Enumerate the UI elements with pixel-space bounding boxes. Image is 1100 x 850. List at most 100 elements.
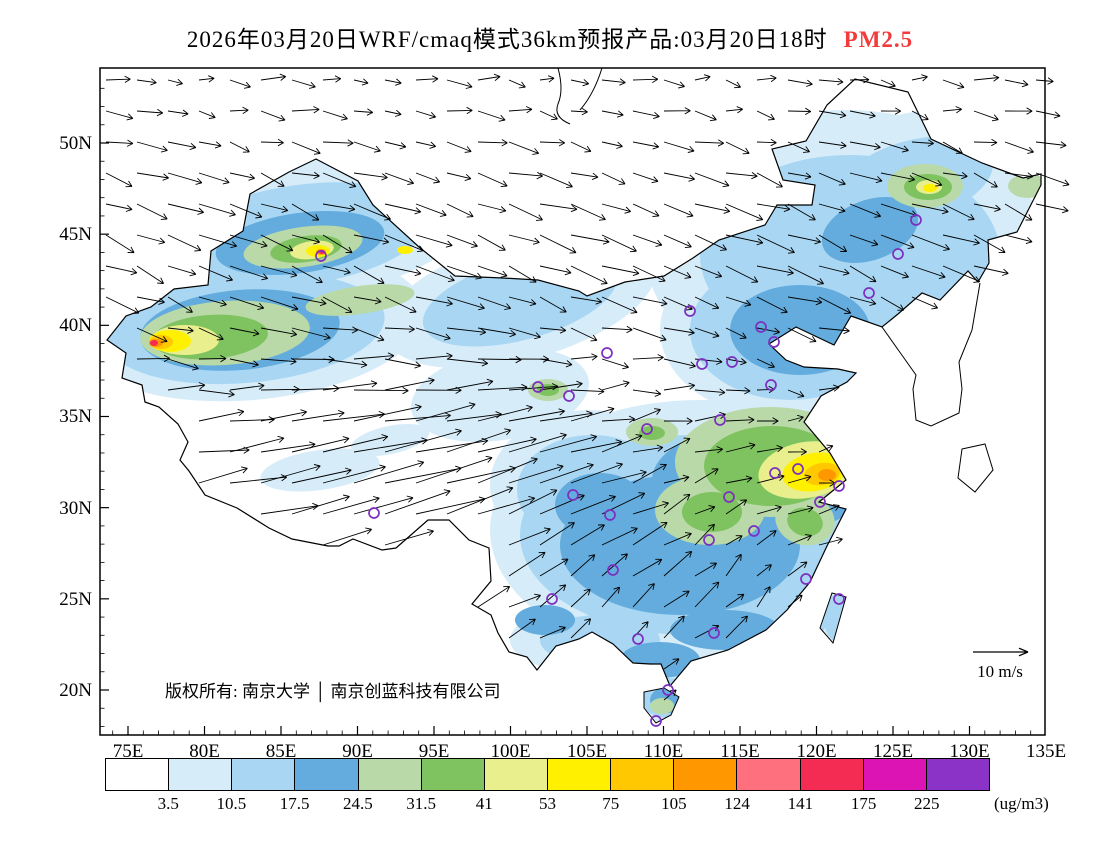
wind-arrow xyxy=(353,387,409,395)
x-tick-label: 110E xyxy=(644,741,683,762)
wind-arrow xyxy=(508,593,541,608)
x-tick-label: 75E xyxy=(113,741,144,762)
wind-arrow xyxy=(539,380,583,391)
wind-arrow xyxy=(446,141,472,153)
wind-arrow xyxy=(911,203,949,215)
wind-arrow xyxy=(570,588,591,608)
wind-arrow xyxy=(260,357,297,365)
wind-arrow xyxy=(849,172,883,184)
city-marker xyxy=(833,480,845,492)
wind-arrow xyxy=(973,110,999,122)
x-tick-label: 90E xyxy=(342,741,373,762)
wind-arrow xyxy=(787,203,816,221)
wind-arrow xyxy=(539,172,573,189)
wind-arrow xyxy=(539,75,555,83)
wind-arrow xyxy=(477,110,506,122)
wind-arrow xyxy=(508,296,537,307)
wind-arrow xyxy=(136,203,168,220)
wind-arrow xyxy=(694,234,727,251)
wind-arrow xyxy=(477,495,536,515)
wind-arrow xyxy=(446,378,494,391)
wind-arrow xyxy=(570,108,588,116)
wind-arrow xyxy=(694,172,730,188)
wind-arrow xyxy=(694,388,726,396)
wind-arrow xyxy=(260,296,299,311)
wind-arrow xyxy=(229,79,251,89)
wind-arrow xyxy=(942,265,981,283)
wind-arrow xyxy=(601,296,638,314)
wind-arrow xyxy=(725,615,748,639)
wind-arrow xyxy=(818,384,840,392)
wind-arrow xyxy=(632,110,660,120)
wind-arrow xyxy=(570,265,608,285)
wind-arrow xyxy=(477,327,516,338)
wind-arrow xyxy=(787,107,812,115)
wind-arrow xyxy=(384,528,434,546)
wind-arrow xyxy=(353,141,381,153)
wind-arrow xyxy=(322,296,353,314)
wind-arrow xyxy=(508,464,564,484)
wind-arrow xyxy=(198,172,230,185)
wind-arrow xyxy=(1004,107,1033,115)
wind-arrow xyxy=(508,551,546,577)
y-axis-labels: 50N 45N 40N 35N 30N 25N 20N xyxy=(59,133,92,701)
wind-arrow xyxy=(942,234,980,246)
colorbar-cell-13 xyxy=(926,759,989,790)
wind-arrow xyxy=(353,495,414,515)
wind-arrow xyxy=(198,296,227,307)
wind-arrow xyxy=(105,296,140,314)
colorbar-tick-label: 41 xyxy=(475,794,493,813)
city-marker xyxy=(863,287,875,299)
colorbar-cell-7 xyxy=(547,759,612,790)
wind-arrow xyxy=(136,327,168,343)
wind-arrow xyxy=(260,464,321,484)
city-marker xyxy=(563,390,575,402)
wind-arrow xyxy=(415,437,489,453)
wind-arrow xyxy=(570,618,592,639)
wind-arrow xyxy=(167,172,203,185)
wind-arrow xyxy=(756,586,771,608)
pm25-contour-blob xyxy=(787,507,823,537)
wind-arrow xyxy=(632,389,662,397)
wind-arrow xyxy=(632,444,664,453)
wind-arrow xyxy=(105,139,134,147)
wind-arrow xyxy=(415,110,437,119)
wind-arrow xyxy=(632,75,659,83)
wind-arrow xyxy=(136,108,164,117)
pm25-contour-blob xyxy=(602,545,672,595)
wind-arrow xyxy=(105,234,135,254)
wind-arrow xyxy=(725,416,755,424)
wind-arrow xyxy=(384,377,435,391)
wind-arrow xyxy=(446,428,512,453)
wind-arrow xyxy=(446,203,474,218)
colorbar-cell-12 xyxy=(863,759,927,790)
wind-arrow xyxy=(601,78,626,86)
wind-arrow xyxy=(415,296,453,307)
city-markers xyxy=(315,214,922,727)
wind-arrow xyxy=(632,558,663,577)
wind-arrow xyxy=(260,234,294,252)
pm25-contour-blob xyxy=(821,197,919,263)
wind-arrow xyxy=(756,138,777,147)
wind-arrow xyxy=(384,265,422,277)
wind-arrow xyxy=(632,501,669,515)
wind-arrow xyxy=(260,73,287,81)
wind-arrow xyxy=(570,387,605,395)
wind-arrow xyxy=(942,172,968,180)
wind-arrow xyxy=(446,106,473,115)
wind-arrow xyxy=(229,265,269,281)
wind-arrow xyxy=(136,172,169,181)
pm25-contour-blob xyxy=(555,473,645,537)
wind-arrow xyxy=(353,203,391,221)
wind-arrow xyxy=(818,504,840,515)
wind-arrow xyxy=(756,444,783,453)
colorbar-tick-label: 75 xyxy=(602,794,620,813)
wind-arrow xyxy=(260,172,285,187)
wind-arrow xyxy=(322,358,368,368)
wind-arrow xyxy=(818,78,844,86)
wind-arrow xyxy=(1004,203,1033,221)
city-marker xyxy=(726,356,738,368)
wind-arrow xyxy=(198,110,216,119)
wind-arrow xyxy=(601,110,624,118)
wind-arrow xyxy=(353,172,388,181)
